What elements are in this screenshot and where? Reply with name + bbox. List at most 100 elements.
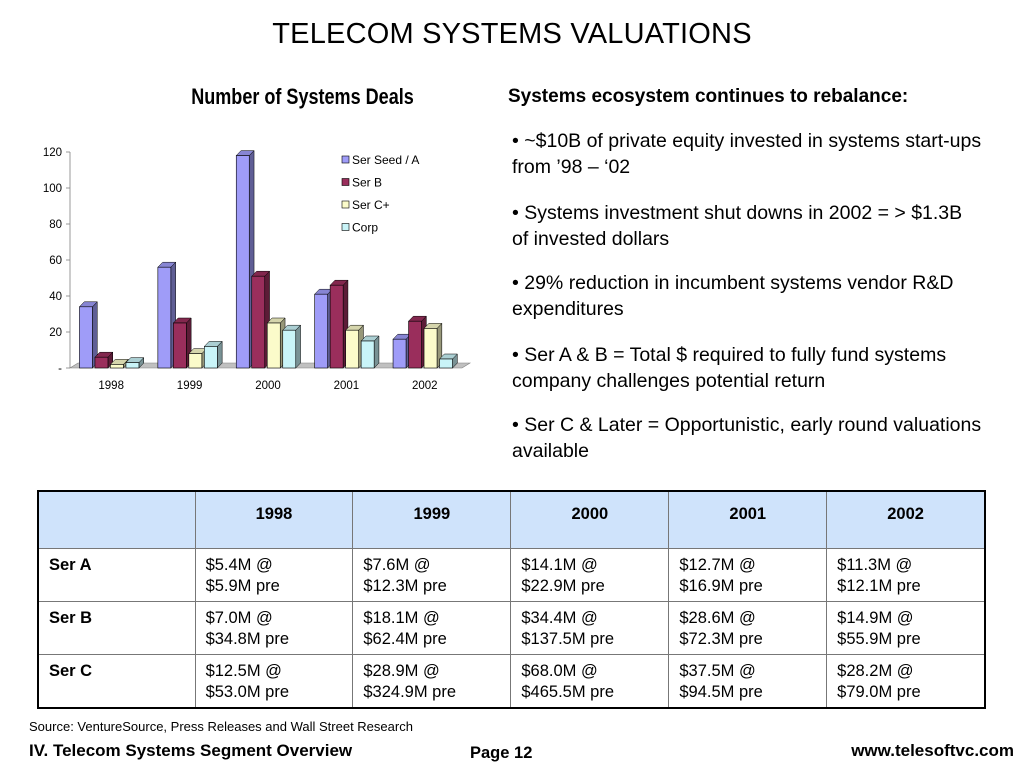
- row-label: Ser C: [37, 654, 196, 709]
- legend-label: Ser B: [352, 176, 382, 190]
- cell-line: $18.1M @: [363, 609, 440, 627]
- bar: [173, 322, 187, 369]
- cell-line: $28.9M @: [363, 662, 440, 680]
- bar: [423, 328, 438, 369]
- source-note: Source: VentureSource, Press Releases an…: [29, 719, 413, 734]
- table-header-row: 1998 1999 2000 2001 2002: [37, 490, 986, 549]
- table-cell: $37.5M @ $94.5M pre: [668, 654, 828, 709]
- bar: [314, 293, 328, 369]
- cell-line: $14.1M @: [521, 556, 598, 574]
- cell-line: $12.3M pre: [363, 577, 447, 595]
- y-tick-label: 100: [43, 183, 62, 195]
- bar: [408, 320, 422, 369]
- bar: [439, 358, 453, 369]
- bar: [360, 340, 375, 369]
- chart-title: Number of Systems Deals: [191, 84, 414, 109]
- table-cell: $18.1M @ $62.4M pre: [352, 601, 512, 655]
- legend-label: Ser Seed / A: [352, 153, 419, 167]
- cell-line: $34.4M @: [521, 609, 598, 627]
- y-tick-label: 80: [49, 219, 62, 231]
- bar: [204, 346, 218, 369]
- cell-line: $12.1M pre: [837, 577, 921, 595]
- bullet-item: • Ser C & Later = Opportunistic, early r…: [512, 414, 982, 462]
- bar: [110, 364, 124, 369]
- bar-side: [373, 335, 380, 369]
- bar: [157, 266, 172, 369]
- valuations-table: 1998 1999 2000 2001 2002 Ser A $5.4M @ $5.…: [37, 490, 986, 709]
- y-tick-label: 40: [49, 291, 62, 303]
- table-header-cell: 1999: [352, 490, 512, 549]
- legend-swatch: [341, 200, 350, 209]
- y-tick-label: 120: [43, 147, 62, 159]
- cell-line: $465.5M pre: [521, 683, 615, 701]
- bar-chart: - 20 40 60 80 100 120 1998 1999 2000 2001 2002 Ser S…: [43, 147, 472, 392]
- table-header-cell: 2001: [668, 490, 828, 549]
- bar: [79, 306, 93, 369]
- table-cell: $12.5M @ $53.0M pre: [194, 654, 354, 709]
- legend-label: Ser C+: [352, 198, 390, 212]
- cell-line: $79.0M pre: [837, 683, 921, 701]
- cell-line: $7.0M @: [205, 609, 273, 627]
- x-tick-label: 1999: [177, 380, 203, 392]
- bar: [345, 329, 359, 369]
- bar-side: [295, 324, 301, 369]
- table-header-cell: 2000: [510, 490, 670, 549]
- table-cell: $14.1M @ $22.9M pre: [510, 548, 670, 602]
- table-cell: $11.3M @ $12.1M pre: [826, 548, 986, 602]
- legend-swatch: [341, 223, 350, 231]
- bar: [266, 322, 281, 369]
- cell-line: $37.5M @: [679, 662, 756, 680]
- bar: [94, 356, 109, 369]
- y-tick-label: -: [58, 363, 62, 375]
- slide-title: TELECOM SYSTEMS VALUATIONS: [272, 18, 752, 50]
- table-cell: $7.0M @ $34.8M pre: [194, 601, 354, 655]
- cell-line: $22.9M pre: [521, 577, 605, 595]
- cell-line: $53.0M pre: [205, 683, 290, 701]
- table-header-cell: 1998: [194, 490, 354, 549]
- bullet-item: • Ser A & B = Total $ required to fully …: [512, 344, 947, 392]
- bar: [235, 155, 250, 369]
- legend-swatch: [341, 178, 350, 186]
- bullet-item: • 29% reduction in incumbent systems ven…: [512, 272, 954, 320]
- x-tick-label: 2002: [412, 380, 438, 392]
- table-row: Ser B $7.0M @ $34.8M pre $18.1M @ $62.4M pre…: [37, 601, 986, 655]
- cell-line: $12.5M @: [205, 662, 282, 680]
- cell-line: $5.9M pre: [205, 577, 280, 595]
- table-cell: $28.9M @ $324.9M pre: [352, 654, 512, 709]
- bar: [329, 284, 344, 369]
- cell-line: $62.4M pre: [363, 630, 447, 648]
- bar: [392, 338, 407, 369]
- y-tick-label: 60: [49, 255, 62, 267]
- cell-line: $16.9M pre: [679, 577, 763, 595]
- cell-line: $11.3M @: [837, 556, 913, 574]
- cell-line: $14.9M @: [837, 609, 914, 627]
- x-tick-label: 1998: [98, 380, 124, 392]
- bullet-item: • Systems investment shut downs in 2002 …: [512, 202, 963, 250]
- cell-line: $324.9M pre: [363, 683, 457, 701]
- cell-line: $7.6M @: [363, 556, 431, 574]
- x-tick-label: 2001: [334, 380, 360, 392]
- section-title: IV. Telecom Systems Segment Overview: [29, 741, 353, 760]
- cell-line: $94.5M pre: [679, 683, 763, 701]
- table-row: Ser A $5.4M @ $5.9M pre $7.6M @ $12.3M pre $1…: [37, 548, 986, 602]
- table-cell: $12.7M @ $16.9M pre: [668, 548, 828, 602]
- legend-swatch: [341, 155, 350, 164]
- legend-label: Corp: [352, 221, 378, 235]
- website-url: www.telesoftvc.com: [851, 741, 1014, 760]
- cell-line: $5.4M @: [205, 556, 273, 574]
- cell-line: $137.5M pre: [521, 630, 615, 648]
- cell-line: $12.7M @: [679, 556, 756, 574]
- bar: [282, 329, 297, 369]
- table-row: Ser C $12.5M @ $53.0M pre $28.9M @ $324.9M p…: [37, 654, 986, 709]
- cell-line: $68.0M @: [521, 662, 598, 680]
- row-label: Ser A: [37, 548, 196, 602]
- cell-line: $28.6M @: [679, 609, 756, 627]
- table-cell: $28.2M @ $79.0M pre: [826, 654, 986, 709]
- table-cell: $68.0M @ $465.5M pre: [510, 654, 670, 709]
- bar: [251, 275, 266, 369]
- bar: [188, 353, 203, 369]
- bar: [125, 362, 140, 369]
- table-cell: $28.6M @ $72.3M pre: [668, 601, 828, 655]
- page-number: Page 12: [470, 744, 533, 762]
- cell-line: $28.2M @: [837, 662, 914, 680]
